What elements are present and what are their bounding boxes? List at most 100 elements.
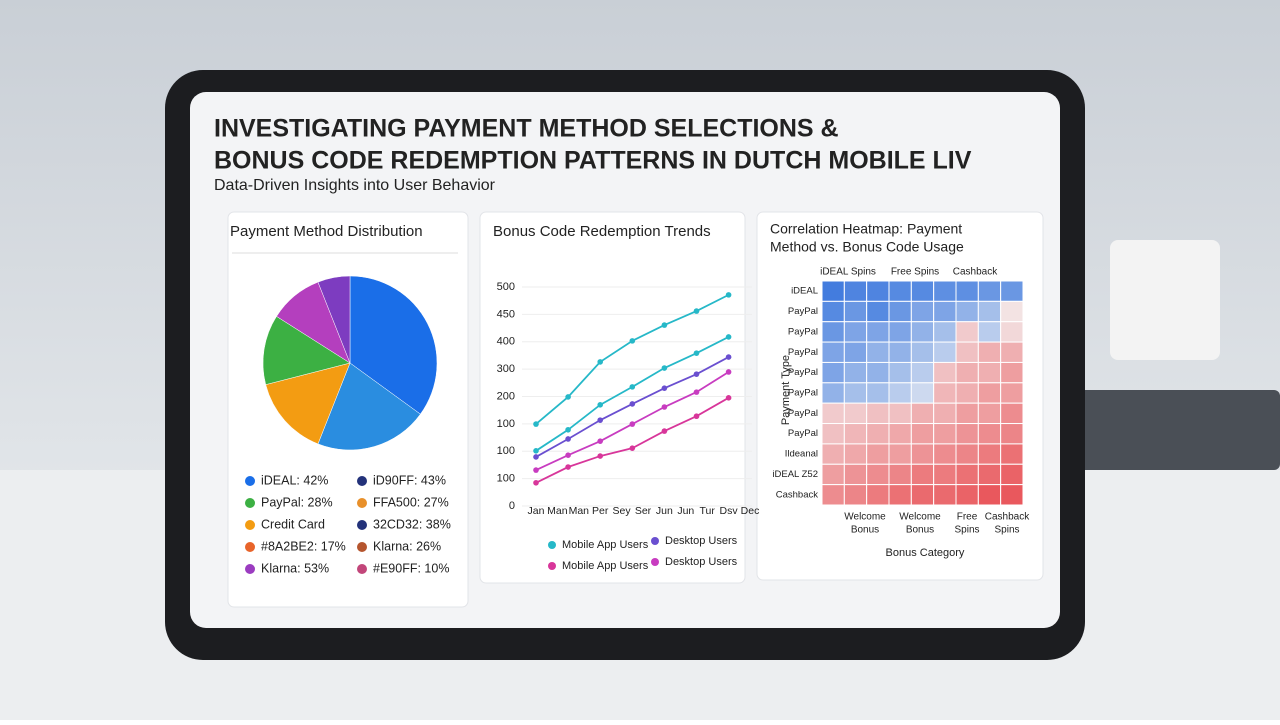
legend-marker: [357, 564, 367, 574]
legend-label: iDEAL: 42%: [261, 473, 328, 487]
legend-marker: [245, 542, 255, 552]
heat-cell: [977, 280, 1002, 302]
heat-cell: [955, 484, 979, 506]
point: [597, 417, 603, 423]
heat-cell: [910, 402, 935, 425]
heat-cell: [955, 402, 979, 425]
point: [725, 395, 732, 401]
heat-cell: [933, 382, 957, 404]
legend-marker: [548, 562, 556, 570]
heat-cell: [843, 382, 868, 404]
legend-marker: [357, 476, 367, 486]
heat-cell: [933, 321, 957, 343]
row-label: PayPal: [788, 326, 818, 337]
pie-slice: [265, 362, 351, 445]
heat-cell: [866, 463, 890, 486]
x-tick-label: Per: [592, 505, 609, 517]
x-tick-label: Sey: [613, 505, 632, 517]
heat-cell: [888, 484, 912, 506]
point: [533, 421, 539, 427]
point: [725, 334, 732, 340]
heat-cell: [977, 402, 1002, 425]
heat-cell: [843, 341, 868, 363]
heat-cell: [888, 361, 912, 384]
heat-cell: [910, 341, 935, 363]
legend-marker: [245, 520, 255, 530]
pie-slice: [349, 275, 438, 415]
heat-cell: [866, 280, 890, 302]
point: [661, 322, 668, 328]
heat-cell: [955, 423, 979, 445]
point: [597, 453, 603, 459]
point: [725, 369, 732, 375]
heat-cell: [933, 484, 957, 506]
chart-title: Bonus Code Redemption Trends: [493, 223, 711, 240]
legend-marker: [651, 537, 659, 545]
point: [661, 404, 668, 410]
point: [565, 426, 571, 433]
legend-label: Credit Card: [261, 517, 325, 531]
heat-cell: [1000, 423, 1024, 445]
heat-cell: [888, 382, 912, 404]
heat-cell: [955, 280, 979, 302]
point: [693, 371, 700, 377]
column-label: Cashback: [953, 267, 998, 278]
heat-cell: [1000, 361, 1024, 384]
column-label: Cashback: [985, 512, 1030, 523]
heat-cell: [866, 402, 890, 425]
heat-cell: [933, 402, 957, 425]
point: [533, 448, 539, 454]
heat-cell: [843, 361, 868, 384]
legend-marker: [357, 498, 367, 508]
row-label: PayPal: [788, 428, 818, 439]
heat-cell: [933, 341, 957, 363]
point: [693, 350, 700, 356]
heat-cell: [933, 300, 957, 323]
heat-cell: [910, 463, 935, 486]
title-line: INVESTIGATING PAYMENT METHOD SELECTIONS …: [214, 115, 839, 143]
heat-cell: [910, 423, 935, 445]
heat-cell: [843, 402, 868, 425]
heat-cell: [821, 382, 845, 404]
heat-cell: [866, 382, 890, 404]
heat-cell: [888, 402, 912, 425]
heat-cell: [866, 484, 890, 506]
row-label: PayPal: [788, 367, 818, 378]
heat-cell: [843, 423, 868, 445]
heat-cell: [888, 341, 912, 363]
point: [725, 354, 732, 360]
heat-cell: [977, 484, 1002, 506]
heat-cell: [910, 484, 935, 506]
y-tick-label: 500: [497, 281, 515, 293]
y-tick-label: 450: [497, 308, 515, 320]
point: [693, 389, 700, 395]
legend-marker: [245, 498, 255, 508]
pie-slice: [317, 275, 351, 364]
legend-label: iD90FF: 43%: [373, 473, 446, 487]
heat-cell: [977, 382, 1002, 404]
heat-cell: [955, 463, 979, 486]
heat-cell: [866, 300, 890, 323]
heat-cell: [977, 361, 1002, 384]
legend-label: PayPal: 28%: [261, 495, 333, 509]
column-label: Bonus: [906, 525, 934, 536]
heat-cell: [821, 423, 845, 445]
heat-cell: [933, 361, 957, 384]
y-tick-label: 400: [497, 336, 515, 348]
heat-cell: [821, 341, 845, 363]
heat-cell: [866, 423, 890, 445]
heat-cell: [821, 280, 845, 302]
point: [565, 464, 571, 470]
heat-cell: [888, 321, 912, 343]
subtitle: Data-Driven Insights into User Behavior: [214, 177, 496, 194]
laptop: [1060, 390, 1280, 470]
heat-cell: [888, 280, 912, 302]
heat-cell: [1000, 382, 1024, 404]
heat-cell: [977, 423, 1002, 445]
heat-cell: [1000, 280, 1024, 302]
heat-cell: [866, 341, 890, 363]
x-tick-label: Jun: [656, 505, 673, 517]
point: [629, 445, 636, 451]
